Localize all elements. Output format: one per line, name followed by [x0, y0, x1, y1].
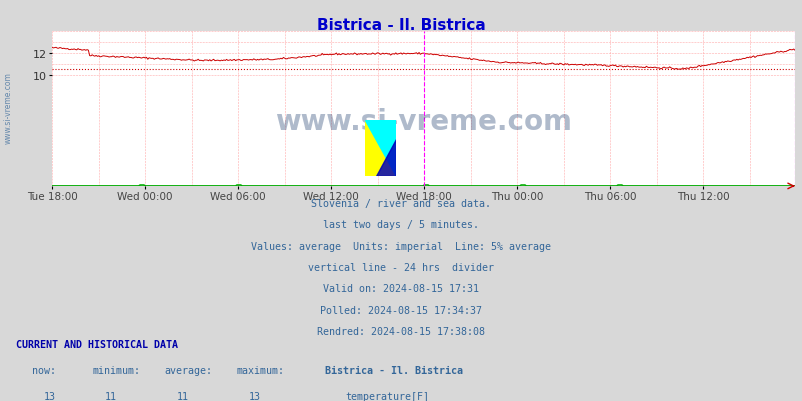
Text: Polled: 2024-08-15 17:34:37: Polled: 2024-08-15 17:34:37: [320, 305, 482, 315]
Text: 11: 11: [176, 391, 188, 401]
Text: temperature[F]: temperature[F]: [345, 391, 429, 401]
Text: Rendred: 2024-08-15 17:38:08: Rendred: 2024-08-15 17:38:08: [317, 326, 485, 336]
Text: CURRENT AND HISTORICAL DATA: CURRENT AND HISTORICAL DATA: [16, 339, 178, 349]
Text: 13: 13: [249, 391, 261, 401]
Text: 11: 11: [104, 391, 116, 401]
Text: average:: average:: [164, 365, 213, 375]
Polygon shape: [365, 120, 395, 176]
Text: vertical line - 24 hrs  divider: vertical line - 24 hrs divider: [308, 262, 494, 272]
Text: maximum:: maximum:: [237, 365, 285, 375]
Text: Values: average  Units: imperial  Line: 5% average: Values: average Units: imperial Line: 5%…: [251, 241, 551, 251]
Text: www.si-vreme.com: www.si-vreme.com: [275, 107, 571, 136]
Text: Bistrica - Il. Bistrica: Bistrica - Il. Bistrica: [317, 18, 485, 33]
Text: 13: 13: [44, 391, 56, 401]
Text: Valid on: 2024-08-15 17:31: Valid on: 2024-08-15 17:31: [323, 284, 479, 294]
Text: minimum:: minimum:: [92, 365, 140, 375]
Polygon shape: [365, 120, 395, 176]
Text: Bistrica - Il. Bistrica: Bistrica - Il. Bistrica: [325, 365, 463, 375]
Text: www.si-vreme.com: www.si-vreme.com: [3, 73, 13, 144]
Text: Slovenia / river and sea data.: Slovenia / river and sea data.: [311, 198, 491, 209]
Polygon shape: [375, 140, 395, 176]
Text: now:: now:: [32, 365, 56, 375]
Text: last two days / 5 minutes.: last two days / 5 minutes.: [323, 220, 479, 230]
